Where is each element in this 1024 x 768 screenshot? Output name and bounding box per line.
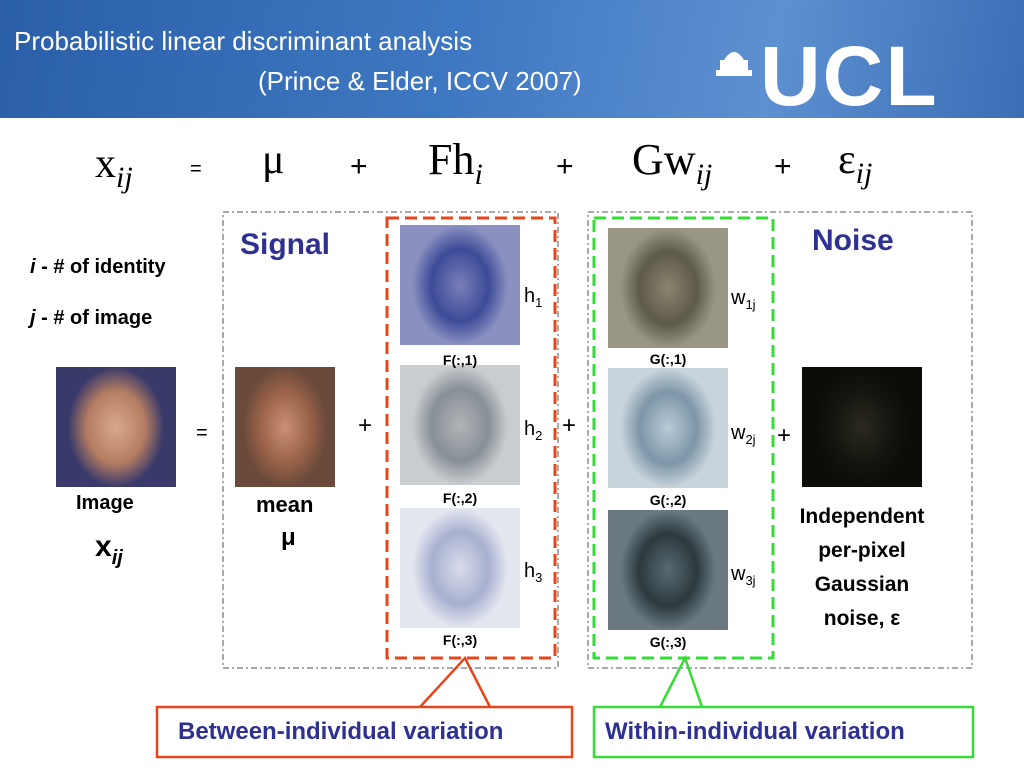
coef-sub: 2j [745, 432, 756, 447]
eq-sub: ij [116, 161, 133, 194]
title: Probabilistic linear discriminant analys… [14, 26, 473, 56]
within-pointer [658, 654, 704, 708]
note-text: - # of identity [35, 256, 166, 278]
eq-within: Gwij [632, 134, 712, 192]
mean-symbol: μ [281, 524, 296, 551]
image-symbol: xij [95, 530, 123, 570]
between-frame [385, 216, 557, 660]
eq-sub: ij [695, 158, 713, 191]
between-callout: Between-individual variation [178, 718, 504, 745]
g-face [608, 228, 728, 348]
f-caption: F(:,2) [442, 490, 478, 506]
coef-base: h [524, 560, 536, 582]
note: i - # of identity [30, 256, 166, 279]
operator: + [562, 412, 577, 439]
g-coef: w2j [731, 422, 756, 447]
caption-line: Independent [799, 505, 925, 528]
eq-between: Fhi [428, 134, 483, 192]
eq-base: ε [838, 137, 856, 183]
f-coef: h2 [524, 418, 542, 443]
eq-base: Fh [428, 135, 475, 184]
g-face [608, 510, 728, 630]
f-coef: h3 [524, 560, 542, 585]
between-pointer [419, 655, 492, 708]
coef-base: w [731, 563, 746, 585]
noise-label: Noise [812, 224, 894, 257]
coef-base: w [731, 422, 746, 444]
eq-plus: + [774, 150, 792, 183]
g-coef: w1j [731, 287, 756, 312]
logo: UCL [760, 29, 939, 123]
coef-sub: 3 [535, 570, 543, 585]
eq-sub: i [474, 158, 483, 191]
noise-caption: Independent per-pixel Gaussian noise, ε [776, 500, 948, 636]
coef-sub: 1 [535, 295, 543, 310]
within-callout-box [592, 705, 975, 759]
f-face [400, 365, 520, 485]
eq-plus: + [350, 150, 368, 183]
g-caption: G(:,2) [649, 492, 687, 508]
note-var: i [30, 256, 36, 278]
f-caption: F(:,1) [442, 352, 478, 368]
operator: = [196, 422, 208, 444]
eq-noise: εij [838, 136, 872, 191]
signal-frame [222, 211, 559, 669]
note-text: - # of image [35, 307, 153, 329]
eq-sub: ij [855, 157, 873, 190]
between-callout-box [155, 705, 574, 759]
g-caption: G(:,1) [649, 351, 687, 367]
eq-equals: = [190, 158, 202, 180]
f-face [400, 508, 520, 628]
coef-sub: 2 [535, 428, 543, 443]
operator: + [777, 422, 792, 449]
within-callout: Within-individual variation [605, 718, 905, 745]
g-face [608, 368, 728, 488]
f-caption: F(:,3) [442, 632, 478, 648]
eq-plus: + [556, 150, 574, 183]
noise-frame [587, 211, 973, 669]
citation: (Prince & Elder, ICCV 2007) [258, 66, 582, 96]
eq-lhs: xij [95, 140, 133, 195]
coef-base: h [524, 418, 536, 440]
note-var: j [30, 307, 36, 329]
g-coef: w3j [731, 563, 756, 588]
face-image [56, 367, 176, 487]
f-coef: h1 [524, 285, 542, 310]
mean-face [235, 367, 335, 487]
g-caption: G(:,3) [649, 634, 687, 650]
caption-line: noise, ε [823, 607, 901, 630]
header [0, 0, 1024, 118]
noise-face [802, 367, 922, 487]
image-label: Image [76, 492, 134, 514]
eq-mean: μ [262, 137, 285, 183]
mean-label: mean [256, 492, 314, 517]
symbol-base: x [95, 530, 112, 563]
logo-dome [716, 52, 752, 76]
caption-line: Gaussian [814, 573, 910, 596]
symbol-sub: ij [111, 547, 123, 569]
coef-sub: 3j [745, 573, 756, 588]
coef-sub: 1j [745, 297, 756, 312]
eq-base: Gw [632, 135, 696, 184]
note: j - # of image [30, 307, 152, 330]
within-frame [592, 216, 775, 660]
caption-line: per-pixel [818, 539, 906, 562]
signal-label: Signal [240, 228, 331, 261]
coef-base: w [731, 287, 746, 309]
operator: + [358, 412, 373, 439]
f-face [400, 225, 520, 345]
eq-base: x [95, 141, 116, 187]
coef-base: h [524, 285, 536, 307]
